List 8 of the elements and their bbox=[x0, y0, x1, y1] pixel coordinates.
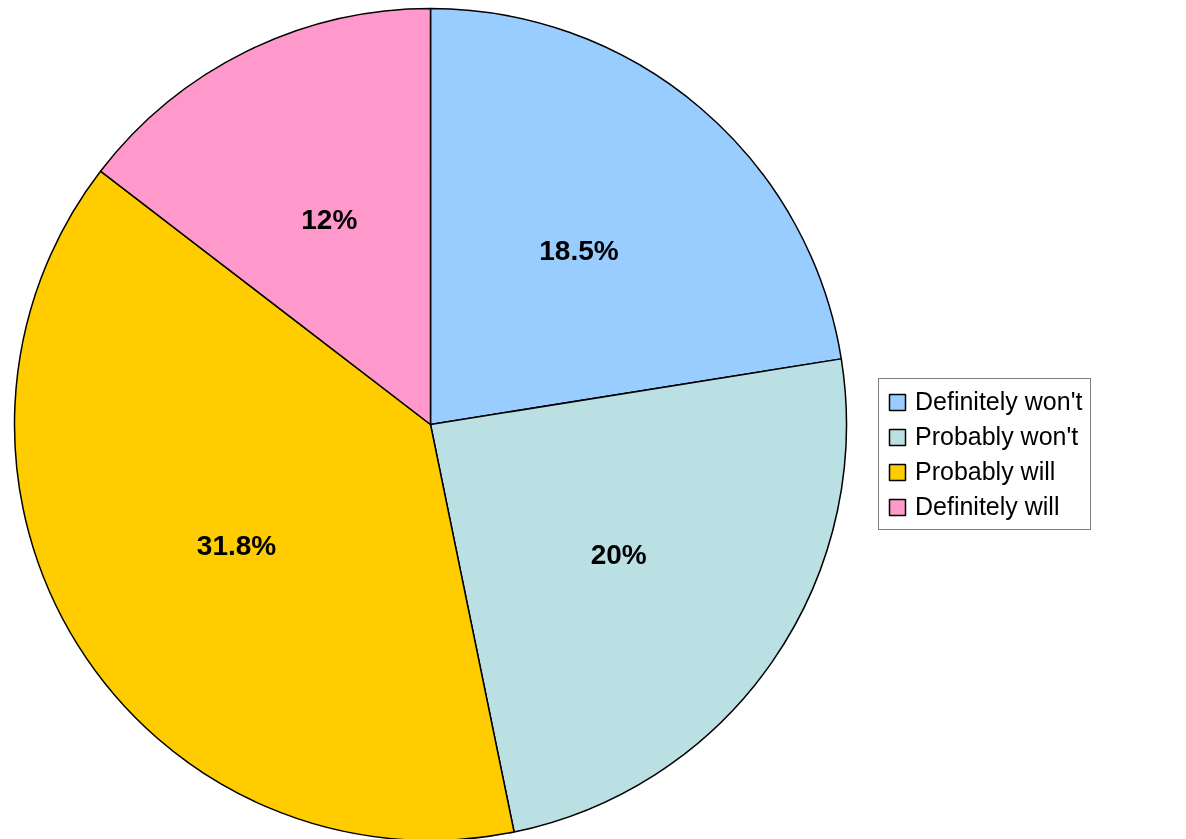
data-label: 20% bbox=[590, 539, 647, 571]
data-label: 18.5% bbox=[539, 234, 619, 266]
data-label: 31.8% bbox=[196, 530, 277, 562]
legend-label: Definitely won't bbox=[915, 387, 1083, 416]
legend-label: Probably will bbox=[915, 457, 1056, 486]
legend-label: Probably won't bbox=[915, 422, 1079, 451]
legend-label: Definitely will bbox=[915, 492, 1060, 521]
data-label: 12% bbox=[301, 203, 358, 235]
